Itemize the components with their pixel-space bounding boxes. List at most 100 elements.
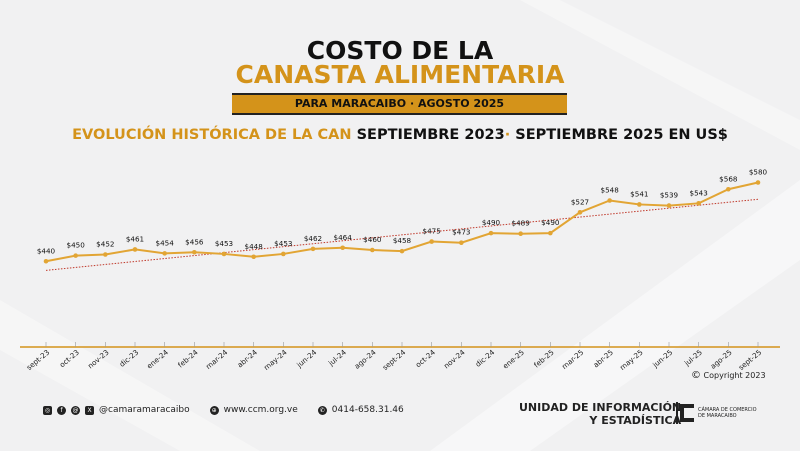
threads-icon[interactable]: @ [71,405,80,415]
data-label: $543 [690,188,708,197]
org-name: CÁMARA DE COMERCIO DE MARACAIBO [698,407,757,419]
data-point [73,253,78,258]
data-point [162,251,167,256]
x-tick-label: ago-24 [352,347,377,370]
x-tick-label: nov-23 [86,348,111,370]
subtitle-dot: · [504,127,511,143]
x-tick-label: mar-25 [560,348,585,370]
x-tick-label: may-24 [262,347,289,370]
data-point [103,252,108,257]
x-tick-label: ene-24 [145,347,170,370]
x-tick-label: jun-24 [294,347,318,369]
x-tick-label: feb-25 [532,348,556,370]
unit-line-1: UNIDAD DE INFORMACIÓN [519,401,682,414]
data-point [637,202,642,207]
chamber-logo-icon [676,402,694,424]
facebook-icon[interactable]: f [57,405,66,415]
data-label: $475 [423,227,441,236]
data-point [666,203,672,208]
x-tick-label: abr-24 [235,347,259,369]
x-tick-label: nov-24 [442,347,467,370]
data-label: $473 [452,228,470,237]
data-point [726,186,731,192]
data-point [577,210,583,215]
data-label: $452 [96,240,114,249]
unit-line-2: Y ESTADÍSTICA [589,414,682,427]
data-point [518,231,523,236]
data-label: $541 [630,189,648,198]
org-line-2: DE MARACAIBO [698,413,737,419]
data-point [429,239,434,244]
data-label: $580 [749,168,768,177]
social-handle[interactable]: @camaramaracaibo [99,405,190,415]
data-point [607,198,612,203]
data-label: $464 [334,233,353,242]
x-tick-label: ene-25 [501,348,526,370]
data-label: $460 [363,235,382,244]
website-link[interactable]: www.ccm.org.ve [223,405,298,415]
x-tick-label: oct-24 [414,347,438,369]
data-label: $456 [185,237,204,246]
subtitle-part-1: EVOLUCIÓN HISTÓRICA DE LA CAN [72,127,352,143]
data-point [192,249,197,255]
data-point [696,201,701,206]
x-tick-label: sept-23 [25,348,52,370]
x-tick-label: dic-24 [473,347,496,368]
copyright-text: Copyright 2023 [703,371,766,380]
x-tick-label: ago-25 [708,348,733,370]
x-tick-label: jul-24 [326,347,348,368]
phone-number[interactable]: 0414-658.31.46 [331,405,404,415]
data-point [251,254,256,260]
data-label: $461 [126,234,144,243]
copyright: © Copyright 2023 [691,370,766,381]
data-label: $539 [660,191,679,200]
trend-line [45,198,759,271]
x-tick-label: mar-24 [204,347,230,370]
data-point [399,248,405,254]
data-label: $453 [215,239,233,248]
title-line-2: CANASTA ALIMENTARIA [235,60,565,89]
data-point [43,258,49,264]
x-tick-label: dic-23 [117,348,140,369]
title-bar: PARA MARACAIBO · AGOSTO 2025 [232,93,567,115]
data-point [310,246,316,252]
data-point [281,251,286,257]
data-label: $568 [719,174,738,183]
data-label: $489 [512,219,531,228]
chart-subtitle: EVOLUCIÓN HISTÓRICA DE LA CAN SEPTIEMBRE… [0,127,800,143]
data-label: $448 [245,242,264,251]
data-label: $458 [393,236,412,245]
x-tick-label: abr-25 [591,348,615,370]
data-label: $440 [37,246,56,255]
data-label: $454 [156,238,175,247]
data-label: $548 [601,186,620,195]
x-tick-label: sept-24 [381,347,408,370]
x-icon[interactable]: X [85,405,94,415]
line-chart: $440 sept-23 $450 oct-23 $452 nov-23 $461 dic-2… [20,168,780,370]
data-label: $462 [304,234,322,243]
subtitle-part-3: SEPTIEMBRE 2025 EN US$ [515,127,728,143]
data-point [370,247,375,253]
data-point [488,230,494,236]
subtitle-part-2: SEPTIEMBRE 2023 [356,127,505,143]
x-tick-label: feb-24 [176,347,200,369]
data-point [548,230,553,236]
data-label: $527 [571,197,589,206]
data-point [459,240,464,245]
title-line-1: COSTO DE LA [306,36,494,65]
whatsapp-icon: ✆ [317,405,327,415]
data-point [132,247,138,252]
data-point [221,251,227,257]
x-tick-label: oct-23 [58,348,81,370]
org-line-1: CÁMARA DE COMERCIO [698,407,757,413]
x-tick-label: jun-25 [650,348,674,370]
data-label: $490 [541,218,560,227]
data-point [755,180,761,185]
unit-name: UNIDAD DE INFORMACIÓN Y ESTADÍSTICA [519,401,681,427]
x-tick-label: may-25 [618,348,645,370]
data-label: $490 [482,218,501,227]
instagram-icon[interactable]: ◎ [43,405,52,415]
x-tick-label: sept-25 [737,348,764,370]
footer-contacts: ◎ f @ X @camaramaracaibo ⊕ www.ccm.org.v… [43,405,404,415]
